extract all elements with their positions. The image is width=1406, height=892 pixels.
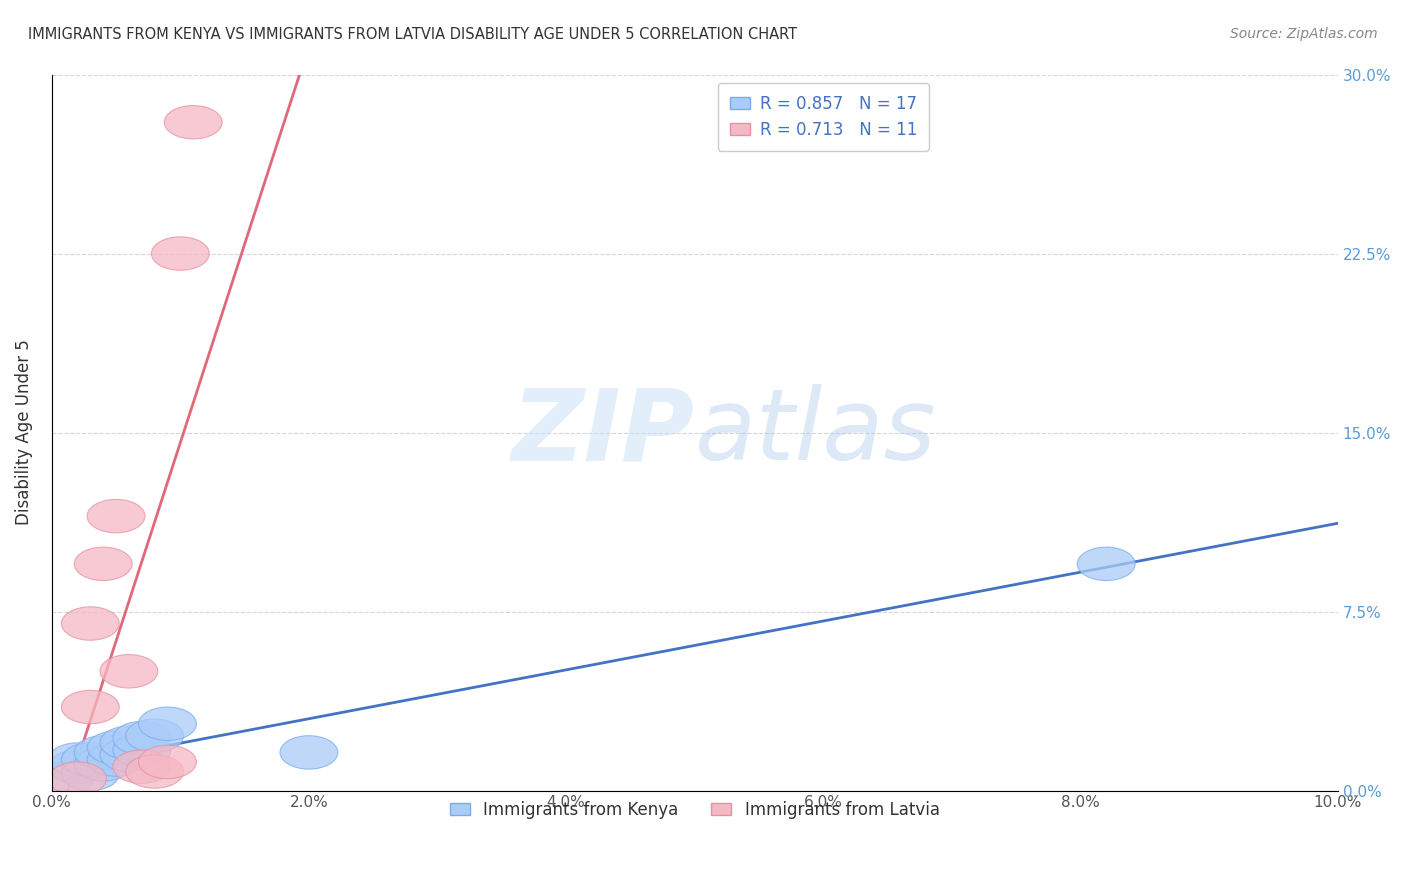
Ellipse shape	[125, 755, 184, 789]
Ellipse shape	[100, 726, 157, 760]
Ellipse shape	[139, 745, 197, 779]
Text: atlas: atlas	[695, 384, 936, 481]
Ellipse shape	[35, 762, 94, 796]
Y-axis label: Disability Age Under 5: Disability Age Under 5	[15, 340, 32, 525]
Text: IMMIGRANTS FROM KENYA VS IMMIGRANTS FROM LATVIA DISABILITY AGE UNDER 5 CORRELATI: IMMIGRANTS FROM KENYA VS IMMIGRANTS FROM…	[28, 27, 797, 42]
Text: Source: ZipAtlas.com: Source: ZipAtlas.com	[1230, 27, 1378, 41]
Ellipse shape	[75, 736, 132, 769]
Ellipse shape	[125, 719, 184, 753]
Legend: Immigrants from Kenya, Immigrants from Latvia: Immigrants from Kenya, Immigrants from L…	[443, 794, 946, 825]
Ellipse shape	[49, 762, 107, 796]
Ellipse shape	[87, 731, 145, 764]
Ellipse shape	[87, 500, 145, 533]
Ellipse shape	[62, 690, 120, 723]
Ellipse shape	[280, 736, 337, 769]
Ellipse shape	[112, 733, 170, 767]
Text: ZIP: ZIP	[512, 384, 695, 481]
Ellipse shape	[87, 743, 145, 776]
Ellipse shape	[112, 722, 170, 755]
Ellipse shape	[49, 750, 107, 783]
Ellipse shape	[165, 105, 222, 139]
Ellipse shape	[100, 655, 157, 688]
Ellipse shape	[139, 707, 197, 740]
Ellipse shape	[152, 237, 209, 270]
Ellipse shape	[62, 607, 120, 640]
Ellipse shape	[62, 743, 120, 776]
Ellipse shape	[75, 747, 132, 781]
Ellipse shape	[100, 738, 157, 772]
Ellipse shape	[112, 750, 170, 783]
Ellipse shape	[1077, 547, 1135, 581]
Ellipse shape	[75, 547, 132, 581]
Ellipse shape	[49, 743, 107, 776]
Ellipse shape	[62, 757, 120, 790]
